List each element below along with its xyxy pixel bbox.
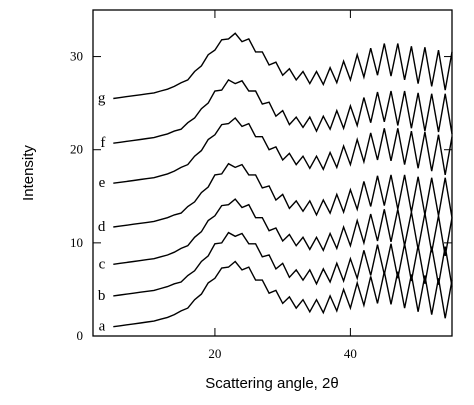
- series-line: [113, 162, 453, 228]
- series-label: g: [98, 90, 106, 106]
- series-label: f: [100, 135, 105, 151]
- series-label: c: [99, 256, 106, 272]
- x-axis-label: Scattering angle, 2θ: [205, 375, 338, 392]
- series-line: [113, 198, 453, 265]
- series-line: [113, 117, 453, 184]
- series-line: [113, 260, 453, 328]
- y-tick-label: 30: [70, 49, 83, 64]
- series-line: [113, 32, 453, 100]
- series-line: [113, 231, 453, 297]
- y-tick-label: 20: [70, 142, 83, 157]
- series-line: [113, 78, 453, 144]
- series-label: a: [99, 319, 106, 335]
- x-tick-label: 20: [208, 346, 221, 361]
- series-label: b: [98, 288, 106, 304]
- y-tick-label: 0: [77, 328, 84, 343]
- y-axis-label: Intensity: [20, 145, 37, 201]
- series-label: e: [99, 175, 106, 191]
- x-tick-label: 40: [344, 346, 357, 361]
- series-label: d: [98, 219, 106, 235]
- plot-frame: [92, 9, 453, 337]
- y-tick-label: 10: [70, 235, 83, 250]
